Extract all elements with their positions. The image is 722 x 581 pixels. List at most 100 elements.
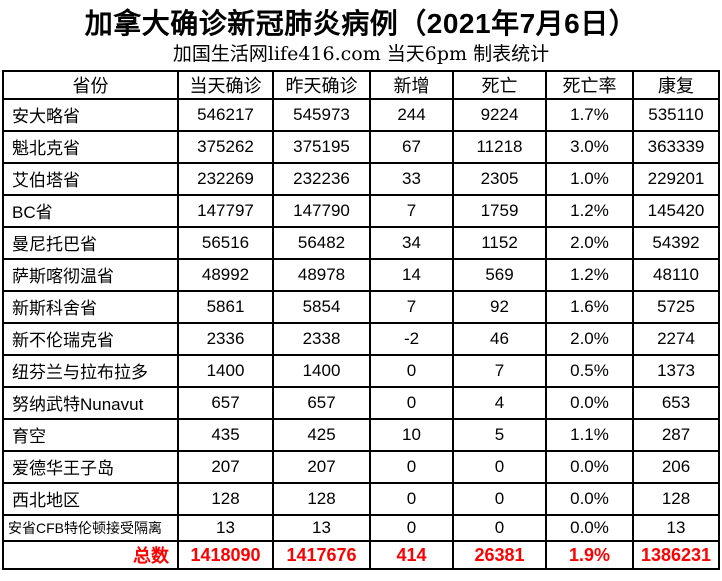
total-new-cases: 414 (369, 540, 454, 570)
value-cell: 1.2% (545, 193, 634, 228)
value-cell: 2.0% (545, 321, 634, 356)
value-cell: 7 (369, 193, 454, 228)
value-cell: 46 (452, 321, 547, 356)
value-cell: 1400 (272, 353, 371, 388)
value-cell: 7 (452, 353, 547, 388)
table-row: 新不伦瑞克省 2336 2338 -2 46 2.0% 2274 (2, 321, 720, 356)
value-cell: -2 (369, 321, 454, 356)
value-cell: 128 (272, 481, 371, 516)
value-cell: 0 (452, 481, 547, 516)
value-cell: 9224 (452, 98, 547, 132)
table-row: 艾伯塔省 232269 232236 33 2305 1.0% 229201 (2, 161, 720, 196)
value-cell: 5861 (177, 289, 274, 324)
province-name-cell: 西北地区 (2, 481, 179, 516)
value-cell: 145420 (632, 193, 720, 228)
value-cell: 287 (632, 417, 720, 452)
province-name-cell: 魁北克省 (2, 129, 179, 164)
column-header-new-cases: 新增 (369, 70, 454, 100)
value-cell: 1.1% (545, 417, 634, 452)
value-cell: 92 (452, 289, 547, 324)
total-recovered: 1386231 (632, 540, 720, 570)
value-cell: 206 (632, 449, 720, 484)
total-row: 总数 1418090 1417676 414 26381 1.9% 138623… (2, 540, 720, 570)
table-row: 新斯科舍省 5861 5854 7 92 1.6% 5725 (2, 289, 720, 324)
value-cell: 5725 (632, 289, 720, 324)
value-cell: 375195 (272, 129, 371, 164)
value-cell: 0.0% (545, 513, 634, 543)
value-cell: 2305 (452, 161, 547, 196)
value-cell: 0.0% (545, 385, 634, 420)
province-name-cell: 爱德华王子岛 (2, 449, 179, 484)
value-cell: 54392 (632, 225, 720, 260)
value-cell: 11218 (452, 129, 547, 164)
value-cell: 48110 (632, 257, 720, 292)
column-header-today-confirmed: 当天确诊 (177, 70, 274, 100)
value-cell: 128 (177, 481, 274, 516)
table-row: 努纳武特Nunavut 657 657 0 4 0.0% 653 (2, 385, 720, 420)
value-cell: 244 (369, 98, 454, 132)
province-name-cell: 新斯科舍省 (2, 289, 179, 324)
value-cell: 13 (272, 513, 371, 543)
value-cell: 14 (369, 257, 454, 292)
value-cell: 0.5% (545, 353, 634, 388)
value-cell: 1.7% (545, 98, 634, 132)
value-cell: 0.0% (545, 449, 634, 484)
value-cell: 229201 (632, 161, 720, 196)
value-cell: 1152 (452, 225, 547, 260)
value-cell: 1400 (177, 353, 274, 388)
value-cell: 1759 (452, 193, 547, 228)
value-cell: 0 (369, 513, 454, 543)
value-cell: 425 (272, 417, 371, 452)
value-cell: 2336 (177, 321, 274, 356)
value-cell: 545973 (272, 98, 371, 132)
value-cell: 232236 (272, 161, 371, 196)
province-name-cell: 纽芬兰与拉布拉多 (2, 353, 179, 388)
value-cell: 147797 (177, 193, 274, 228)
total-label: 总数 (2, 540, 179, 570)
value-cell: 435 (177, 417, 274, 452)
value-cell: 653 (632, 385, 720, 420)
value-cell: 657 (177, 385, 274, 420)
value-cell: 232269 (177, 161, 274, 196)
province-name-cell: 萨斯喀彻温省 (2, 257, 179, 292)
table-row: 安大略省 546217 545973 244 9224 1.7% 535110 (2, 98, 720, 132)
value-cell: 56482 (272, 225, 371, 260)
value-cell: 67 (369, 129, 454, 164)
value-cell: 207 (177, 449, 274, 484)
value-cell: 128 (632, 481, 720, 516)
value-cell: 0 (369, 385, 454, 420)
value-cell: 48992 (177, 257, 274, 292)
value-cell: 546217 (177, 98, 274, 132)
table-row: 魁北克省 375262 375195 67 11218 3.0% 363339 (2, 129, 720, 164)
value-cell: 2274 (632, 321, 720, 356)
value-cell: 535110 (632, 98, 720, 132)
province-name-cell: 艾伯塔省 (2, 161, 179, 196)
column-header-death-rate: 死亡率 (545, 70, 634, 100)
value-cell: 56516 (177, 225, 274, 260)
value-cell: 34 (369, 225, 454, 260)
value-cell: 0 (452, 449, 547, 484)
table-row: 纽芬兰与拉布拉多 1400 1400 0 7 0.5% 1373 (2, 353, 720, 388)
value-cell: 375262 (177, 129, 274, 164)
province-name-cell: 新不伦瑞克省 (2, 321, 179, 356)
table-row: 西北地区 128 128 0 0 0.0% 128 (2, 481, 720, 516)
table-row: BC省 147797 147790 7 1759 1.2% 145420 (2, 193, 720, 228)
value-cell: 569 (452, 257, 547, 292)
total-death-rate: 1.9% (545, 540, 634, 570)
table-header-row: 省份 当天确诊 昨天确诊 新增 死亡 死亡率 康复 (2, 70, 720, 100)
value-cell: 13 (177, 513, 274, 543)
value-cell: 10 (369, 417, 454, 452)
value-cell: 3.0% (545, 129, 634, 164)
value-cell: 0.0% (545, 481, 634, 516)
value-cell: 0 (452, 513, 547, 543)
table-row: 萨斯喀彻温省 48992 48978 14 569 1.2% 48110 (2, 257, 720, 292)
covid-stats-table: 省份 当天确诊 昨天确诊 新增 死亡 死亡率 康复 安大略省 546217 5459… (2, 70, 720, 570)
value-cell: 363339 (632, 129, 720, 164)
column-header-recovered: 康复 (632, 70, 720, 100)
value-cell: 0 (369, 449, 454, 484)
province-name-cell: BC省 (2, 193, 179, 228)
total-deaths: 26381 (452, 540, 547, 570)
page-subtitle: 加国生活网life416.com 当天6pm 制表统计 (172, 43, 550, 65)
value-cell: 33 (369, 161, 454, 196)
value-cell: 1373 (632, 353, 720, 388)
